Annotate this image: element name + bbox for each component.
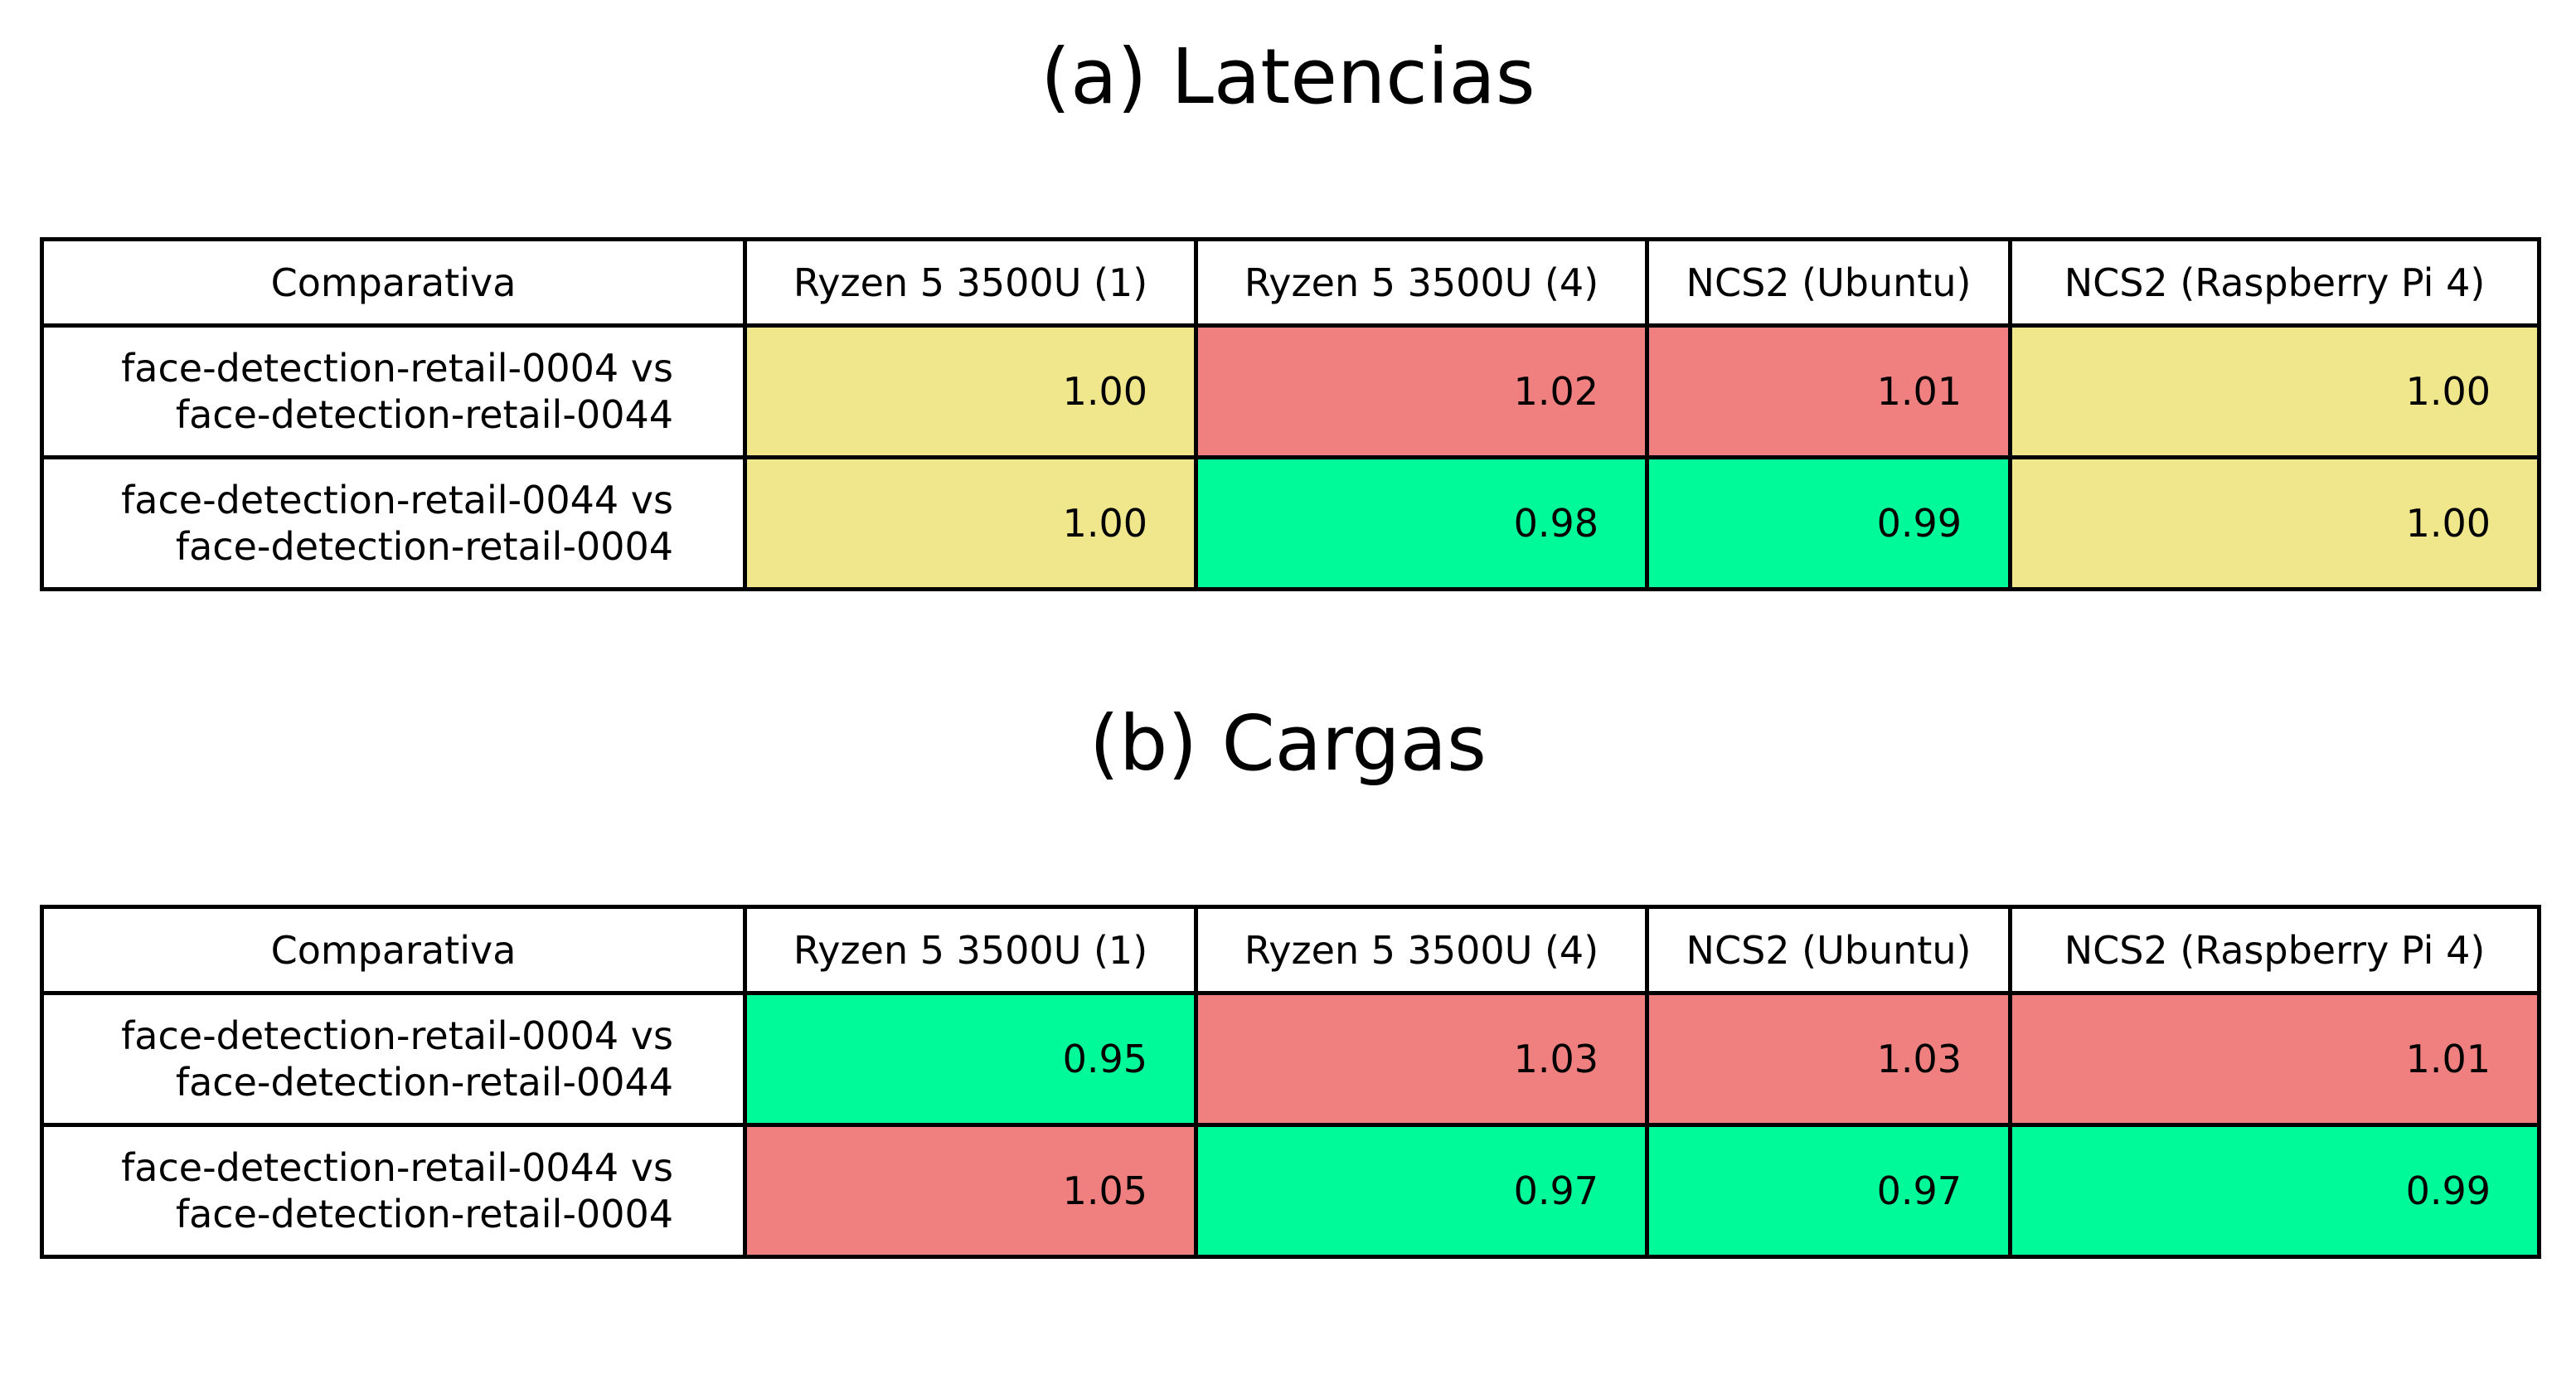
header-cell-ncs2-raspberry: NCS2 (Raspberry Pi 4)	[2008, 905, 2541, 995]
value-cell: 0.97	[1194, 1123, 1649, 1259]
row-label-line: face-detection-retail-0044 vs	[121, 1145, 673, 1190]
value-cell: 1.01	[2008, 991, 2541, 1127]
row-label: face-detection-retail-0004 vs face-detec…	[40, 323, 747, 459]
header-cell-ncs2-raspberry: NCS2 (Raspberry Pi 4)	[2008, 237, 2541, 328]
row-label-line: face-detection-retail-0004 vs	[121, 346, 673, 391]
row-label-line: face-detection-retail-0044 vs	[121, 478, 673, 522]
value-cell: 1.00	[743, 323, 1198, 459]
row-label: face-detection-retail-0004 vs face-detec…	[40, 991, 747, 1127]
row-label-line: face-detection-retail-0044	[175, 1060, 673, 1105]
header-cell-ryzen-1: Ryzen 5 3500U (1)	[743, 905, 1198, 995]
row-label: face-detection-retail-0044 vs face-detec…	[40, 1123, 747, 1259]
header-cell-ryzen-4: Ryzen 5 3500U (4)	[1194, 905, 1649, 995]
row-label-line: face-detection-retail-0004 vs	[121, 1013, 673, 1058]
row-label-line: face-detection-retail-0044	[175, 392, 673, 437]
row-label-line: face-detection-retail-0004	[175, 524, 673, 569]
header-cell-comparativa: Comparativa	[40, 237, 747, 328]
value-cell: 0.99	[1645, 455, 2012, 591]
header-cell-ryzen-4: Ryzen 5 3500U (4)	[1194, 237, 1649, 328]
value-cell: 1.00	[2008, 323, 2541, 459]
table-row: face-detection-retail-0004 vs face-detec…	[40, 323, 2541, 459]
header-cell-ncs2-ubuntu: NCS2 (Ubuntu)	[1645, 905, 2012, 995]
row-label-line: face-detection-retail-0004	[175, 1192, 673, 1236]
header-cell-ryzen-1: Ryzen 5 3500U (1)	[743, 237, 1198, 328]
value-cell: 0.97	[1645, 1123, 2012, 1259]
value-cell: 0.98	[1194, 455, 1649, 591]
table-title-latencias: (a) Latencias	[1041, 32, 1535, 121]
row-label: face-detection-retail-0044 vs face-detec…	[40, 455, 747, 591]
value-cell: 1.03	[1645, 991, 2012, 1127]
value-cell: 1.00	[743, 455, 1198, 591]
header-row: Comparativa Ryzen 5 3500U (1) Ryzen 5 35…	[40, 237, 2541, 328]
value-cell: 0.99	[2008, 1123, 2541, 1259]
value-cell: 1.05	[743, 1123, 1198, 1259]
table-row: face-detection-retail-0044 vs face-detec…	[40, 455, 2541, 591]
header-cell-comparativa: Comparativa	[40, 905, 747, 995]
cargas-table: Comparativa Ryzen 5 3500U (1) Ryzen 5 35…	[40, 905, 2541, 1259]
value-cell: 1.01	[1645, 323, 2012, 459]
value-cell: 0.95	[743, 991, 1198, 1127]
value-cell: 1.02	[1194, 323, 1649, 459]
header-row: Comparativa Ryzen 5 3500U (1) Ryzen 5 35…	[40, 905, 2541, 995]
table-row: face-detection-retail-0044 vs face-detec…	[40, 1123, 2541, 1259]
table-row: face-detection-retail-0004 vs face-detec…	[40, 991, 2541, 1127]
latencias-table: Comparativa Ryzen 5 3500U (1) Ryzen 5 35…	[40, 237, 2541, 591]
table-title-cargas: (b) Cargas	[1089, 699, 1487, 788]
value-cell: 1.03	[1194, 991, 1649, 1127]
header-cell-ncs2-ubuntu: NCS2 (Ubuntu)	[1645, 237, 2012, 328]
value-cell: 1.00	[2008, 455, 2541, 591]
